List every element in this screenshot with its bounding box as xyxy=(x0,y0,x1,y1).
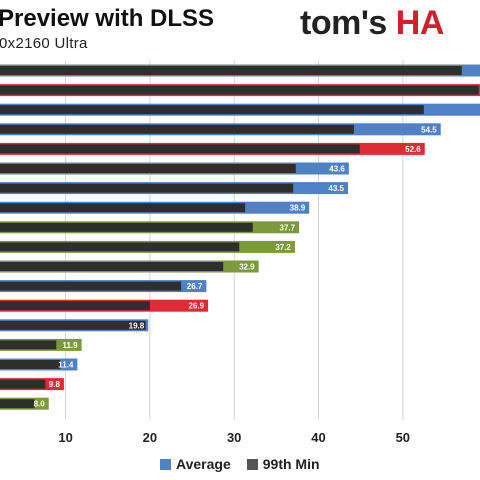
bar-value-label: 19.8 xyxy=(129,321,145,330)
min-bar xyxy=(0,301,150,311)
bar-value-label: 38.9 xyxy=(290,204,306,213)
bar-value-label: 26.9 xyxy=(188,302,204,311)
min-bar xyxy=(0,105,424,115)
bar-value-label: 9.8 xyxy=(49,380,61,389)
gridlines xyxy=(65,60,404,420)
chart-title: Preview with DLSS xyxy=(0,5,215,32)
legend-min: 99th Min xyxy=(246,456,320,472)
min-bar xyxy=(0,360,61,369)
brand-logo: tom's HA xyxy=(300,4,444,43)
legend-min-label: 99th Min xyxy=(262,456,320,472)
x-axis-ticks: 102030405060 xyxy=(58,430,480,445)
min-bar xyxy=(0,281,182,291)
chart-subtitle: 0x2160 Ultra xyxy=(0,35,88,52)
bar-value-label: 26.7 xyxy=(187,282,203,291)
x-tick-label: 30 xyxy=(227,430,241,445)
legend-min-swatch xyxy=(246,458,258,470)
bar-value-label: 8.0 xyxy=(34,400,46,409)
bar-value-label: 43.6 xyxy=(329,165,345,174)
x-tick-label: 40 xyxy=(311,430,325,445)
legend: Average 99th Min xyxy=(160,456,336,472)
min-bar xyxy=(0,242,240,252)
min-bar xyxy=(0,183,294,193)
x-tick-label: 20 xyxy=(143,430,157,445)
legend-average: Average xyxy=(160,456,231,472)
min-bar xyxy=(0,203,246,213)
bar-value-label: 43.5 xyxy=(328,184,344,193)
bars: 54.5 52.6 43.6 43.5 38.9 37.7 37.2 32.9 26.7 26.9… xyxy=(0,64,480,410)
bar-value-label: 52.6 xyxy=(405,145,421,154)
min-bar xyxy=(0,222,253,232)
min-bar xyxy=(0,379,46,389)
bar-value-label: 37.7 xyxy=(280,223,296,232)
bar-value-label: 11.4 xyxy=(58,361,74,370)
min-bar xyxy=(0,320,146,330)
bar-value-label: 37.2 xyxy=(275,243,291,252)
bar-value-label: 32.9 xyxy=(239,263,255,272)
legend-average-swatch xyxy=(160,458,171,470)
min-bar xyxy=(0,144,360,154)
logo-text-right: HA xyxy=(395,4,445,42)
legend-average-label: Average xyxy=(176,456,231,472)
min-bar xyxy=(0,262,224,271)
min-bar xyxy=(0,124,354,134)
min-bar xyxy=(0,85,479,95)
logo-text-left: tom's xyxy=(300,4,387,42)
bar-value-label: 11.9 xyxy=(62,341,78,350)
min-bar xyxy=(0,164,296,173)
min-bar xyxy=(0,399,35,409)
min-bar xyxy=(0,66,462,75)
x-tick-label: 50 xyxy=(396,430,410,445)
bar-value-label: 54.5 xyxy=(421,125,437,134)
min-bar xyxy=(0,340,57,350)
x-tick-label: 10 xyxy=(58,430,72,445)
